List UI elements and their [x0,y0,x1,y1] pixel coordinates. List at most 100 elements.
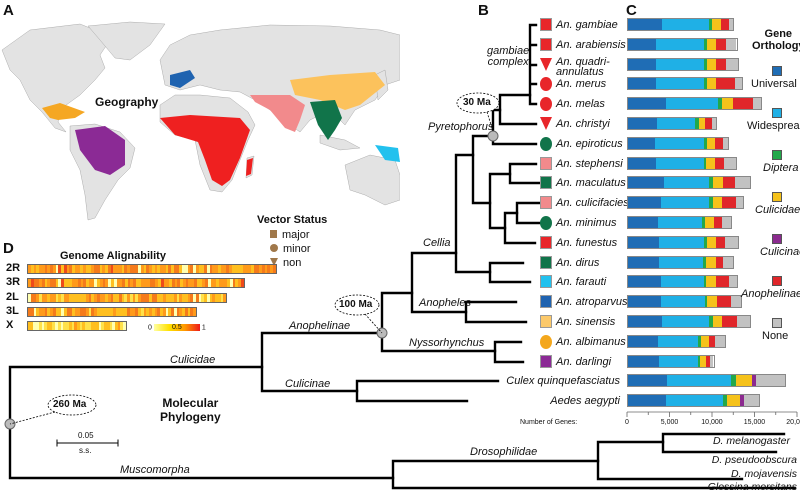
bar-segment-anophelinae [715,256,724,268]
alignability-cell [173,293,177,302]
bar-segment-diptera [703,236,708,248]
alignability-cell [99,293,103,302]
circle-icon [540,216,552,230]
alignability-cell [168,307,171,316]
alignability-cell [52,307,56,316]
clade-anophelinae: Anophelinae [289,320,351,332]
alignability-cell [138,265,141,273]
farauti-range [375,145,400,162]
stacked-bar [627,176,752,190]
alignability-cell [47,322,50,331]
species-name: An. sinensis [556,316,616,328]
species-name: Aedes aegypti [550,395,620,408]
square-icon [540,315,552,328]
alignability-cell [174,279,178,288]
alignability-cell [182,265,185,273]
alignability-cell [110,279,114,288]
alignability-cell [72,307,75,316]
alignability-cell [79,322,83,331]
alignability-cell [120,322,124,331]
alignability-cell [69,279,73,288]
alignability-cell [165,307,169,316]
alignability-cell [66,293,70,302]
triangle-icon [270,258,278,266]
alignability-cell [91,293,94,302]
legend-label: Culicidae [755,204,800,216]
alignability-cell [69,307,72,316]
alignability-cell [140,307,144,316]
alignability-cell [61,279,64,288]
stacked-bar [627,156,738,170]
alignability-cell [143,307,147,316]
bar-segment-universal [628,355,659,367]
alignability-cell [160,293,163,302]
tip-d-pseudoobscura: D. pseudoobscura [711,454,797,466]
alignability-cell [157,265,160,273]
bar-segment-none [744,395,760,407]
alignability-cell [223,293,226,302]
bar-segment-culicidae [736,375,753,387]
bar-segment-widespread [665,395,724,407]
alignability-cell [105,307,108,316]
alignability-cell [124,265,127,273]
stacked-bar [627,216,733,229]
alignability-cell [162,265,166,273]
alignability-cell [117,322,121,331]
alignability-cell [77,279,81,288]
alignability-cell [107,265,111,273]
vector-status-minor: minor [270,242,330,256]
chromosome-heatmap-2R [27,264,277,274]
bar-segment-widespread [658,217,703,228]
alignability-cell [129,293,133,302]
alignability-cell [58,307,61,316]
alignability-cell [180,279,183,288]
alignability-cell [232,279,236,288]
bar-segment-anophelinae [715,276,729,288]
clade-drosophilidae: Drosophilidae [470,446,538,458]
chromosome-heatmap-X [27,321,127,332]
alignability-cell [122,279,125,288]
node-30ma [487,130,499,142]
alignability-cell [176,265,180,273]
alignability-cell [55,293,59,302]
x-tick-label: 10,000 [701,419,723,426]
greenland [87,21,166,61]
bar-segment-widespread [655,157,704,169]
alignability-cell [165,265,169,273]
alignability-cell [50,265,53,273]
alignability-cell [177,279,181,288]
bar-segment-widespread [667,375,732,387]
tree-title: Molecular Phylogeny [160,396,221,424]
alignability-cell [50,293,53,302]
bar-segment-universal [628,256,659,268]
bar-segment-anophelinae [716,58,727,70]
alignability-cell [87,322,91,331]
alignability-cell [61,265,64,273]
alignability-cell [240,279,244,288]
alignability-cell [118,307,122,316]
alignability-cell [129,307,133,316]
bar-segment-culicidae [706,276,716,288]
alignability-cell [80,307,83,316]
alignability-cell [41,322,45,331]
alignability-cell [93,322,96,331]
bar-segment-anophelinae [723,177,736,189]
bar-segment-diptera [704,296,708,308]
alignability-cell [204,293,207,302]
alignability-cell [238,279,241,288]
species-row: Culex quinquefasciatus [506,373,800,389]
alignability-cell [264,265,268,273]
alignability-cell [193,307,196,316]
alignability-cell [75,279,78,288]
bar-segment-diptera [709,177,714,189]
bar-segment-universal [628,296,661,308]
alignability-cell [138,307,141,316]
alignability-cell [44,322,48,331]
species-name: An. funestus [556,236,618,249]
alignability-cell [132,265,136,273]
date-100ma: 100 Ma [339,299,373,310]
alignability-cell [162,293,166,302]
alignability-cell [165,293,169,302]
alignability-cell [121,293,125,302]
colorbar-max: 1 [201,324,206,332]
